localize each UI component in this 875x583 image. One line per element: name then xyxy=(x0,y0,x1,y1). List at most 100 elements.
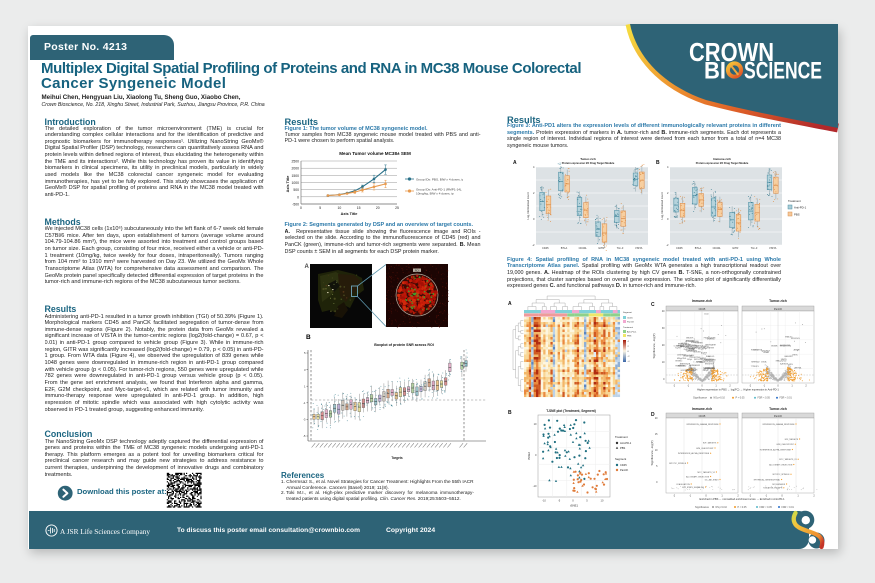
svg-text:2: 2 xyxy=(667,191,669,195)
svg-text:-2: -2 xyxy=(532,243,535,247)
svg-text:3: 3 xyxy=(304,368,306,372)
svg-text:2500: 2500 xyxy=(291,160,299,164)
svg-text:Tumor-rich: Tumor-rich xyxy=(769,299,787,303)
svg-text:GNIHSCD: GNIHSCD xyxy=(707,339,716,341)
svg-text:C: C xyxy=(651,302,655,308)
svg-text:2: 2 xyxy=(628,346,630,348)
svg-text:-4: -4 xyxy=(628,361,631,363)
svg-text:4: 4 xyxy=(628,341,630,343)
svg-text:Treatment: Treatment xyxy=(615,435,628,439)
svg-text:1500: 1500 xyxy=(291,174,299,178)
svg-text:VCyVySSCDV: VCyVySSCDV xyxy=(703,360,715,362)
svg-text:HTCyEPTP: HTCyEPTP xyxy=(698,349,708,351)
svg-text:Log, Normalized count: Log, Normalized count xyxy=(526,192,530,219)
svg-text:-2: -2 xyxy=(666,243,669,247)
svg-text:CD45: CD45 xyxy=(699,307,706,311)
svg-text:5: 5 xyxy=(586,499,588,503)
svg-text:HCLSNETER: HCLSNETER xyxy=(704,347,715,349)
svg-text:PanCK: PanCK xyxy=(627,322,634,324)
svg-text:PBS: PBS xyxy=(627,336,632,338)
svg-text:-2: -2 xyxy=(673,385,676,388)
svg-text:CD45: CD45 xyxy=(627,318,633,320)
svg-text:HMGNEKVVAS: HMGNEKVVAS xyxy=(704,359,717,362)
svg-text:HKINNHKKIR: HKINNHKKIR xyxy=(690,365,701,367)
svg-text:T-SNE plot (Treatment, Segment: T-SNE plot (Treatment, Segment) xyxy=(546,409,596,413)
svg-text:-2: -2 xyxy=(628,356,631,358)
svg-text:GITR: GITR xyxy=(598,246,604,250)
svg-text:Tim-3: Tim-3 xyxy=(617,246,624,250)
svg-text:2: 2 xyxy=(533,191,535,195)
svg-text:RHAELGD: RHAELGD xyxy=(706,355,715,358)
svg-text:HPTKySVC: HPTKySVC xyxy=(680,346,690,348)
svg-text:2000: 2000 xyxy=(291,167,299,171)
svg-text:4: 4 xyxy=(667,165,669,169)
svg-text:PLLRCKKKNT: PLLRCKKKNT xyxy=(704,362,715,364)
svg-text:HIETKKARRT: HIETKKARRT xyxy=(705,344,716,347)
svg-text:Treatment: Treatment xyxy=(788,199,801,203)
svg-text:Immune-rich: Immune-rich xyxy=(692,299,712,303)
svg-text:10mg/kg, BIW x 4 doses, ip: 10mg/kg, BIW x 4 doses, ip xyxy=(416,191,454,195)
svg-text:PRPDKVTHIK: PRPDKVTHIK xyxy=(690,357,702,359)
svg-text:BTLA: BTLA xyxy=(561,246,568,250)
svg-text:Segment: Segment xyxy=(615,457,626,461)
svg-text:-10: -10 xyxy=(533,484,537,488)
svg-text:10: 10 xyxy=(534,422,537,426)
svg-text:KETLVCML: KETLVCML xyxy=(694,359,703,361)
svg-text:2: 2 xyxy=(729,385,731,388)
svg-text:RATyV: RATyV xyxy=(704,345,710,348)
svg-text:TCETPELCNG: TCETPELCNG xyxy=(703,367,715,369)
svg-text:A: A xyxy=(513,160,517,166)
svg-text:KVGHER: KVGHER xyxy=(696,342,704,344)
svg-text:PPHGS: PPHGS xyxy=(689,349,696,351)
svg-text:Log, Normalized count: Log, Normalized count xyxy=(660,192,664,219)
svg-text:CD45: CD45 xyxy=(676,246,683,250)
svg-text:DDKRIRyMy: DDKRIRyMy xyxy=(677,354,687,356)
svg-text:ERTDETKE: ERTDETKE xyxy=(705,364,715,366)
svg-text:RPAHKVP: RPAHKVP xyxy=(691,341,700,344)
svg-text:LCSILEAGAH: LCSILEAGAH xyxy=(680,344,691,347)
svg-text:0: 0 xyxy=(297,195,299,199)
svg-text:Mean Tumor volume MC38± SEM: Mean Tumor volume MC38± SEM xyxy=(339,151,411,156)
svg-text:HKGARVTS: HKGARVTS xyxy=(688,347,698,350)
svg-text:LCNDRSR: LCNDRSR xyxy=(674,346,683,348)
svg-text:0: 0 xyxy=(535,453,537,457)
svg-text:Group IDs: PBS, BIW x 4 doses,: Group IDs: PBS, BIW x 4 doses, ip xyxy=(416,177,463,181)
svg-text:MDILR: MDILR xyxy=(699,362,705,364)
svg-text:1: 1 xyxy=(304,384,306,388)
svg-text:Boxplot of protein SNR across: Boxplot of protein SNR across ROI xyxy=(374,343,434,347)
svg-text:Targets: Targets xyxy=(391,456,403,460)
svg-text:BTLA: BTLA xyxy=(695,246,702,250)
svg-text:5: 5 xyxy=(304,351,306,355)
svg-text:ACVDE: ACVDE xyxy=(701,351,708,354)
svg-text:0: 0 xyxy=(701,385,703,388)
svg-text:0: 0 xyxy=(533,217,535,221)
svg-text:GDPGVSD: GDPGVSD xyxy=(681,370,690,372)
svg-text:500: 500 xyxy=(293,188,299,192)
svg-text:RMLyySRNP: RMLyySRNP xyxy=(695,347,706,349)
svg-text:1000: 1000 xyxy=(291,181,299,185)
svg-text:CCCPLPIHy: CCCPLPIHy xyxy=(688,345,698,347)
svg-text:Cmah: Cmah xyxy=(704,314,709,316)
svg-text:PSDRDVSyMR: PSDRDVSyMR xyxy=(704,338,716,340)
svg-text:Segment: Segment xyxy=(623,311,632,314)
svg-text:NHRNC: NHRNC xyxy=(700,358,707,360)
svg-text:VISTA: VISTA xyxy=(635,246,643,250)
svg-text:0: 0 xyxy=(667,217,669,221)
svg-text:tSNE2: tSNE2 xyxy=(527,452,531,461)
svg-text:-3: -3 xyxy=(303,418,306,422)
svg-text:PCCDIVAINR: PCCDIVAINR xyxy=(687,369,698,372)
svg-text:RyNPRGSSA: RyNPRGSSA xyxy=(684,348,695,351)
svg-text:NEMEyLSELK: NEMEyLSELK xyxy=(678,343,690,345)
svg-text:PanCK: PanCK xyxy=(620,468,628,472)
svg-text:ISLGLMG: ISLGLMG xyxy=(693,352,701,354)
svg-text:CGKDTDTV: CGKDTDTV xyxy=(704,359,714,361)
svg-text:ROI: ROI xyxy=(415,268,420,272)
svg-text:Tumor-rich: Tumor-rich xyxy=(580,157,596,161)
svg-text:PanCK: PanCK xyxy=(774,307,782,311)
svg-text:0: 0 xyxy=(300,206,302,210)
svg-text:NLNyL: NLNyL xyxy=(687,359,692,361)
svg-text:10: 10 xyxy=(601,499,604,503)
svg-text:-1: -1 xyxy=(687,385,690,388)
svg-text:Anti-PD-1: Anti-PD-1 xyxy=(620,441,632,445)
svg-text:Protein expression I/O Drug Ta: Protein expression I/O Drug Target Modul… xyxy=(696,161,749,165)
